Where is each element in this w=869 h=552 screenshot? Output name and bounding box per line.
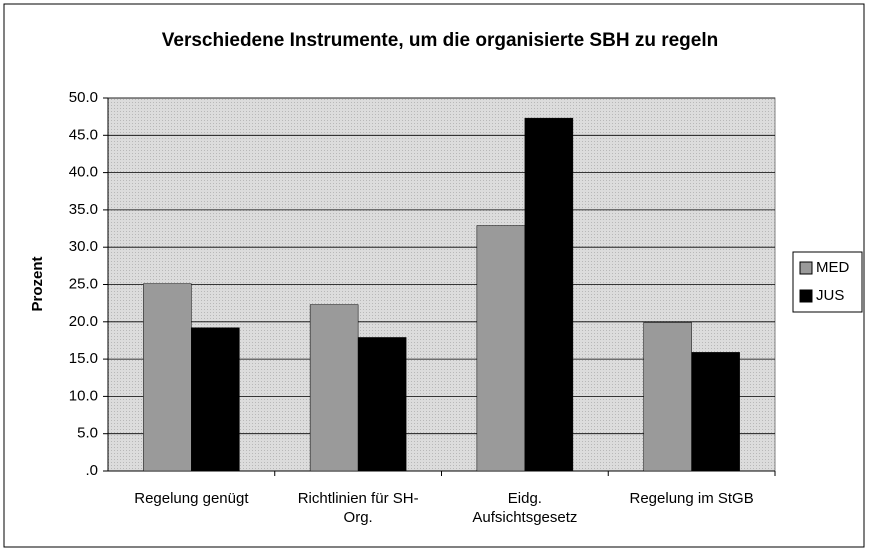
x-tick-label: Richtlinien für SH-Org. — [297, 490, 419, 526]
y-tick-label: .0 — [85, 462, 98, 479]
bar — [691, 352, 740, 472]
y-tick-label: 25.0 — [69, 275, 98, 292]
bar — [191, 327, 240, 472]
bar — [524, 117, 574, 472]
bar — [643, 322, 692, 472]
bar — [357, 337, 407, 472]
x-tick-label: Eidg. Aufsichtsgesetz — [472, 490, 578, 526]
y-tick-label: 35.0 — [69, 201, 98, 218]
bar — [476, 225, 526, 472]
y-tick-label: 45.0 — [69, 126, 98, 143]
x-tick-label: Regelung genügt — [134, 490, 249, 507]
bar — [309, 304, 359, 472]
y-tick-label: 50.0 — [69, 89, 98, 106]
bar — [143, 283, 192, 472]
y-tick-label: 40.0 — [69, 164, 98, 181]
y-tick-label: 20.0 — [69, 313, 98, 330]
y-axis-label: Prozent — [29, 256, 46, 311]
x-tick-label: Regelung im StGB — [629, 490, 754, 507]
legend-label: MED — [816, 259, 850, 276]
chart-title: Verschiedene Instrumente, um die organis… — [162, 30, 718, 51]
y-tick-label: 30.0 — [69, 238, 98, 255]
y-tick-label: 5.0 — [77, 425, 98, 442]
legend-swatch — [799, 289, 813, 303]
y-tick-label: 15.0 — [69, 350, 98, 367]
legend-label: JUS — [816, 287, 844, 304]
legend-swatch — [799, 261, 813, 275]
y-tick-label: 10.0 — [69, 387, 98, 404]
